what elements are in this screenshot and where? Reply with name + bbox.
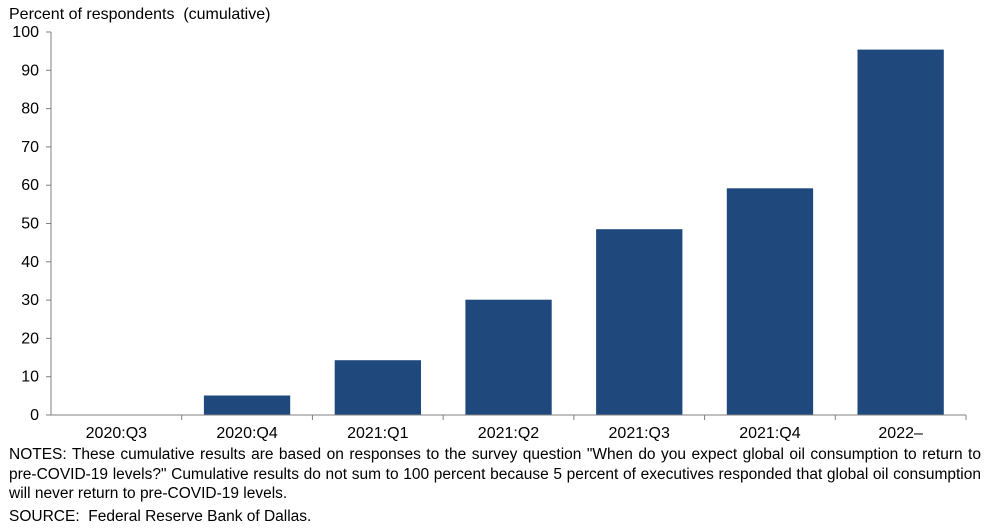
x-tick-label: 2021:Q3 xyxy=(609,425,670,442)
notes-text: NOTES: These cumulative results are base… xyxy=(9,446,981,502)
x-tick-label: 2021:Q1 xyxy=(347,425,408,442)
y-tick-label: 10 xyxy=(21,369,39,386)
y-tick-label: 0 xyxy=(30,407,39,424)
y-tick-label: 100 xyxy=(12,24,39,41)
y-axis-title: Percent of respondents (cumulative) xyxy=(9,6,271,23)
notes: NOTES: These cumulative results are base… xyxy=(9,445,981,504)
bar xyxy=(857,49,944,415)
source-text: SOURCE: Federal Reserve Bank of Dallas. xyxy=(9,508,312,525)
x-tick-label: 2022– xyxy=(878,425,923,442)
x-tick-label: 2021:Q4 xyxy=(739,425,800,442)
y-tick-label: 80 xyxy=(21,101,39,118)
x-axis: 2020:Q3 2020:Q4 2021:Q1 2021:Q2 2021:Q3 2021:… xyxy=(86,415,967,442)
bar xyxy=(465,299,552,415)
bar xyxy=(334,360,421,415)
x-tick-label: 2021:Q2 xyxy=(478,425,539,442)
bar xyxy=(203,395,291,415)
bars-group xyxy=(203,49,944,415)
y-tick-label: 20 xyxy=(21,330,39,347)
y-tick-label: 40 xyxy=(21,254,39,271)
y-tick-label: 30 xyxy=(21,292,39,309)
y-tick-label: 60 xyxy=(21,177,39,194)
y-axis: 0 10 20 30 40 50 60 70 80 90 100 xyxy=(12,24,51,424)
y-tick-label: 50 xyxy=(21,216,39,233)
x-tick-label: 2020:Q4 xyxy=(216,425,277,442)
y-tick-label: 70 xyxy=(21,139,39,156)
bar xyxy=(726,188,814,415)
x-tick-label: 2020:Q3 xyxy=(86,425,147,442)
y-tick-label: 90 xyxy=(21,62,39,79)
bar xyxy=(596,229,683,415)
